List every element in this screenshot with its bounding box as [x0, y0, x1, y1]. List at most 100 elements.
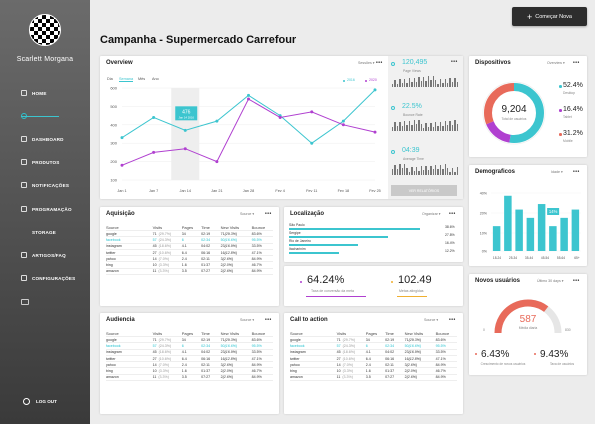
audiencia-dropdown[interactable]: Source ▾	[240, 318, 255, 322]
table-row[interactable]: bing 10 (3.3%) 1.6 01:37 2 (2.0%) 46.7%	[106, 368, 273, 375]
more-icon[interactable]: •••	[573, 60, 580, 66]
column-header[interactable]: Bounce	[251, 330, 266, 336]
data-point[interactable]	[215, 119, 219, 123]
nav-item-artigos/faq[interactable]: ARTIGOS/FAQ	[0, 248, 90, 262]
table-row[interactable]: amazon 11 (3.3%) 3.5 07:27 2 (2.6%) 84.9%	[106, 269, 273, 276]
column-header[interactable]: New Visits	[220, 224, 240, 230]
nav-item-programação[interactable]: PROGRAMAÇÃO	[0, 202, 90, 216]
tab-dia[interactable]: Dia	[107, 77, 113, 81]
column-header[interactable]: Visits	[152, 224, 163, 230]
column-header[interactable]: Pages	[365, 330, 378, 336]
nav-item-notificações[interactable]: NOTIFICAÇÕES	[0, 178, 90, 192]
table-row[interactable]: bing 10 (3.3%) 1.6 01:37 2 (2.0%) 46.7%	[290, 368, 457, 375]
nav-item-configurações[interactable]: CONFIGURAÇÕES	[0, 271, 90, 285]
tab-mês[interactable]: Mês	[138, 77, 146, 81]
nav-item-active[interactable]	[0, 109, 90, 123]
table-row[interactable]: yahoo 14 (7.0%) 2.4 02:11 3 (2.6%) 84.9%	[106, 256, 273, 263]
data-point[interactable]	[152, 150, 156, 154]
nav-item-storage[interactable]: STORAGE	[0, 225, 90, 239]
table-row[interactable]: twitter 27 (10.6%) 6.4 06:16 16 (12.8%) 47.1%	[106, 356, 273, 363]
aquisicao-dropdown[interactable]: Source ▾	[240, 212, 255, 216]
table-row[interactable]: amazon 11 (3.3%) 3.5 07:27 2 (2.6%) 84.9%	[290, 375, 457, 382]
column-header[interactable]: Visits	[336, 330, 347, 336]
folder-icon[interactable]	[21, 299, 29, 305]
table-row[interactable]: bing 10 (3.3%) 1.6 01:37 2 (2.0%) 46.7%	[106, 262, 273, 269]
table-row[interactable]: instagram 45 (18.6%) 4.1 04:02 23 (16.9%) 33.5%	[290, 350, 457, 356]
data-point[interactable]	[247, 93, 250, 97]
tab-ano[interactable]: Ano	[152, 77, 159, 81]
table-row[interactable]: facebook 57 (24.3%) 6 02:34 50 (16.6%) 95.5%	[106, 343, 273, 350]
nav-item-dashboard[interactable]: DASHBOARD	[0, 132, 90, 146]
more-icon[interactable]: •••	[449, 317, 456, 323]
table-row[interactable]: instagram 45 (18.6%) 4.1 04:02 23 (16.9%) 33.5%	[106, 350, 273, 356]
data-point[interactable]	[215, 160, 219, 164]
data-point[interactable]	[247, 97, 250, 101]
table-row[interactable]: google 71 (29.7%) 34 02:19 71 (29.3%) 83.6%	[106, 337, 273, 344]
table-row[interactable]: facebook 57 (24.3%) 6 02:34 50 (16.6%) 95.5%	[290, 343, 457, 350]
donut-slice-mobile[interactable]	[484, 83, 544, 143]
table-row[interactable]: amazon 11 (3.3%) 3.5 07:27 2 (2.6%) 84.9%	[106, 375, 273, 382]
data-point[interactable]	[341, 119, 345, 123]
more-icon[interactable]: •••	[449, 211, 456, 217]
more-icon[interactable]: •••	[573, 169, 580, 175]
table-row[interactable]: twitter 27 (10.6%) 6.4 06:16 16 (12.8%) 47.1%	[106, 250, 273, 257]
demo-bar[interactable]	[571, 209, 580, 251]
demograficos-dropdown[interactable]: Idade ▾	[551, 170, 563, 174]
data-point[interactable]	[310, 110, 314, 114]
table-row[interactable]: google 71 (29.7%) 34 02:19 71 (29.3%) 83.6%	[290, 337, 457, 344]
demo-bar[interactable]	[549, 226, 557, 251]
avatar[interactable]	[29, 14, 61, 46]
localizacao-dropdown[interactable]: Organizar ▾	[422, 212, 441, 216]
demo-bar[interactable]	[526, 217, 535, 251]
column-header[interactable]: Bounce	[435, 330, 450, 336]
more-icon[interactable]: •••	[265, 317, 272, 323]
column-header[interactable]: Time	[201, 224, 210, 230]
column-header[interactable]: Time	[201, 330, 210, 336]
table-row[interactable]: yahoo 14 (7.0%) 2.4 02:11 3 (2.6%) 84.9%	[290, 362, 457, 369]
data-point[interactable]	[310, 141, 314, 145]
column-header[interactable]: New Visits	[404, 330, 424, 336]
demo-bar[interactable]	[537, 204, 546, 251]
new-campaign-button[interactable]: + Começar Nova	[512, 7, 587, 26]
demo-bar[interactable]	[560, 217, 568, 251]
nav-item-produtos[interactable]: PRODUTOS	[0, 155, 90, 169]
nav-item-home[interactable]: HOME	[0, 86, 90, 100]
data-point[interactable]	[120, 163, 124, 167]
table-row[interactable]: instagram 45 (18.6%) 4.1 04:02 23 (16.9%) 33.5%	[106, 244, 273, 250]
overview-dropdown[interactable]: Sessões ▾	[358, 61, 375, 65]
column-header[interactable]: Time	[385, 330, 394, 336]
data-point[interactable]	[373, 130, 377, 134]
data-point[interactable]	[183, 128, 187, 132]
data-point[interactable]	[120, 136, 124, 140]
column-header[interactable]: Bounce	[251, 224, 266, 230]
table-row[interactable]: google 71 (29.7%) 34 02:19 71 (29.3%) 83.6%	[106, 231, 273, 238]
table-row[interactable]: twitter 27 (10.6%) 6.4 06:16 16 (12.8%) 47.1%	[290, 356, 457, 363]
column-header[interactable]: Pages	[181, 330, 194, 336]
cta-dropdown[interactable]: Source ▾	[424, 318, 439, 322]
demo-bar[interactable]	[504, 195, 512, 251]
table-row[interactable]: facebook 57 (24.3%) 6 02:34 50 (16.6%) 95.5%	[106, 237, 273, 244]
column-header[interactable]: Pages	[181, 224, 194, 230]
dispositivos-dropdown[interactable]: Overview ▾	[547, 61, 565, 65]
tab-semana[interactable]: Semana	[119, 77, 134, 82]
demo-bar[interactable]	[492, 226, 501, 251]
column-header[interactable]: Source	[106, 330, 119, 336]
data-point[interactable]	[152, 115, 156, 119]
kpi-more-icon[interactable]: •••	[451, 59, 458, 65]
column-header[interactable]: Source	[290, 330, 303, 336]
column-header[interactable]: Source	[106, 224, 119, 230]
demo-bar[interactable]	[515, 209, 523, 251]
table-row[interactable]: yahoo 14 (7.0%) 2.4 02:11 3 (2.6%) 84.9%	[106, 362, 273, 369]
column-header[interactable]: Visits	[152, 330, 163, 336]
data-point[interactable]	[373, 88, 377, 92]
data-point[interactable]	[183, 147, 187, 151]
data-point[interactable]	[341, 123, 345, 127]
novos-dropdown[interactable]: Último 30 days ▾	[537, 279, 564, 283]
more-icon[interactable]: •••	[573, 278, 580, 284]
more-icon[interactable]: •••	[265, 211, 272, 217]
column-header[interactable]: New Visits	[220, 330, 240, 336]
view-reports-button[interactable]: VER RELATÓRIOS	[391, 185, 457, 196]
logout-button[interactable]: LOG OUT	[23, 398, 57, 405]
data-point[interactable]	[278, 115, 282, 119]
more-icon[interactable]: •••	[376, 60, 383, 66]
